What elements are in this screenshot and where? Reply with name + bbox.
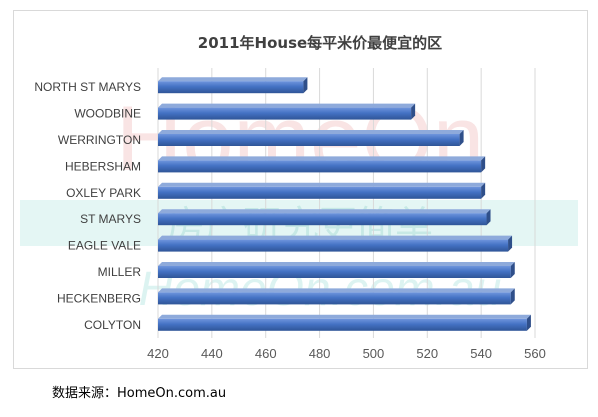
category-label: HEBERSHAM (65, 159, 141, 173)
x-tick-label: 440 (201, 346, 223, 361)
source-note: 数据来源：HomeOn.com.au (52, 386, 227, 401)
category-label: OXLEY PARK (66, 186, 141, 200)
category-label: WOODBINE (74, 107, 141, 121)
bar (158, 209, 491, 226)
bar (158, 314, 531, 331)
category-label: COLYTON (84, 318, 141, 332)
x-tick-label: 460 (255, 346, 277, 361)
x-tick-label: 480 (309, 346, 331, 361)
category-label: HECKENBERG (57, 291, 141, 305)
category-label: EAGLE VALE (68, 239, 141, 253)
tick-labels: 420 440 460 480 500 520 540 560 (147, 346, 546, 361)
bar (158, 288, 515, 305)
bar (158, 235, 513, 252)
category-label: MILLER (98, 265, 142, 279)
category-label: NORTH ST MARYS (34, 80, 141, 94)
x-tick-label: 420 (147, 346, 169, 361)
category-label: WERRINGTON (58, 133, 141, 147)
x-tick-label: 560 (524, 346, 546, 361)
category-labels: NORTH ST MARYS WOODBINE WERRINGTON HEBERSHA… (34, 80, 141, 332)
watermark: HomeOn 房产研究更简单 HomeOn.com.au (20, 88, 578, 316)
x-tick-label: 520 (416, 346, 438, 361)
chart-title: 2011年House每平米价最便宜的区 (198, 34, 442, 52)
bar (158, 130, 464, 146)
bar (158, 103, 416, 120)
bar (158, 77, 308, 94)
category-label: ST MARYS (80, 212, 141, 226)
bar (158, 262, 515, 278)
bar (158, 156, 486, 173)
x-tick-label: 540 (470, 346, 492, 361)
bars (158, 77, 531, 331)
bar (158, 182, 486, 199)
x-tick-label: 500 (363, 346, 385, 361)
